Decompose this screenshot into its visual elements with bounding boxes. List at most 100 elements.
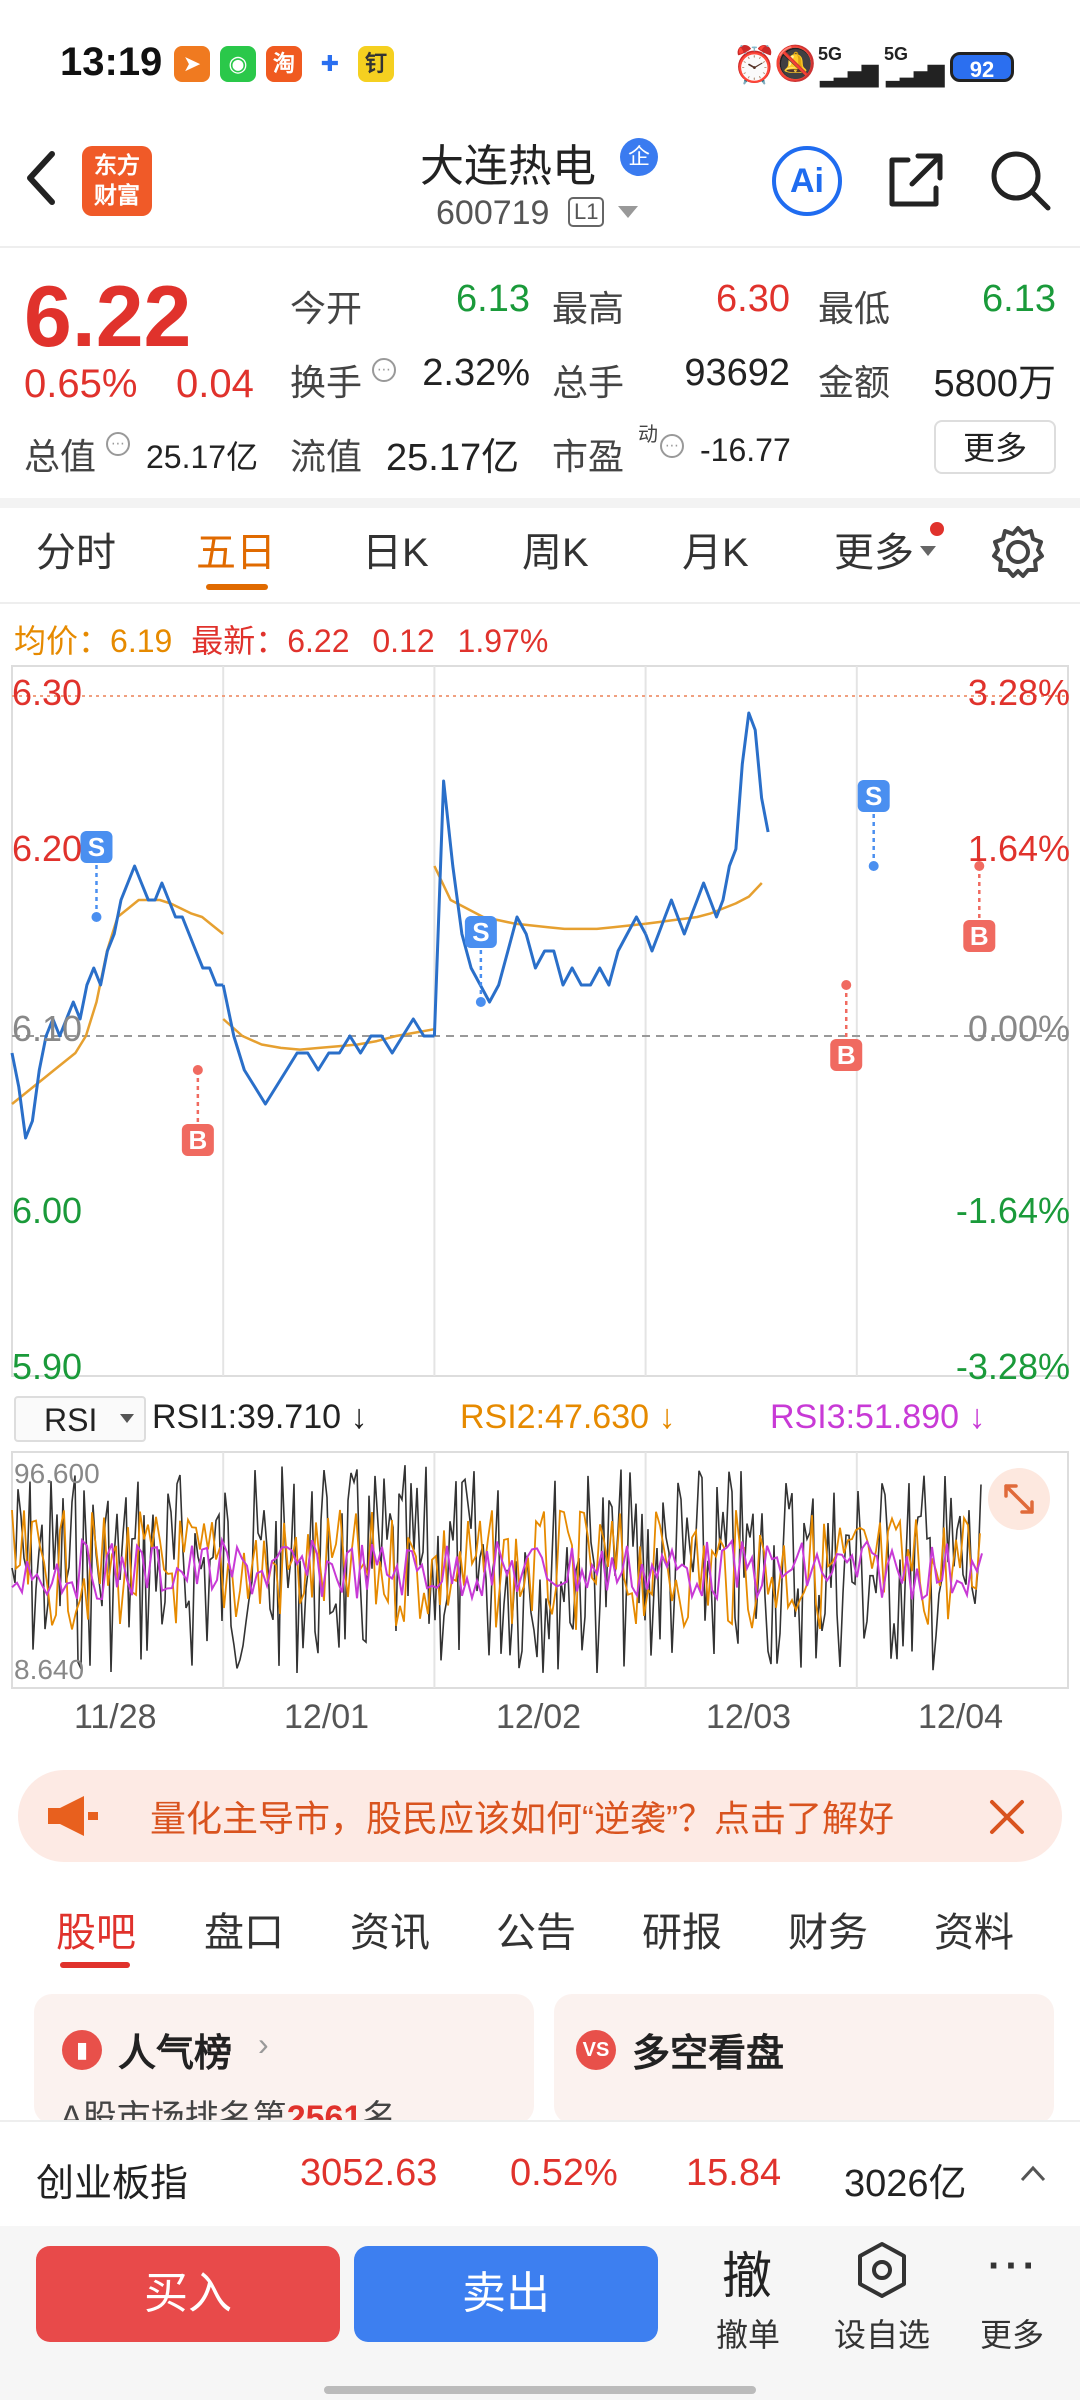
tab-profile[interactable]: 资料 — [934, 1911, 1014, 1955]
tab-daily-k[interactable]: 日K — [362, 531, 429, 575]
signal-icon: ▂▃▅▇ — [886, 62, 945, 87]
ai-button[interactable]: Ai — [772, 146, 842, 216]
card-title: 多空看盘 — [632, 2033, 785, 2075]
low-value: 6.13 — [982, 278, 1056, 320]
latest-change-pct: 1.97% — [457, 623, 549, 659]
divider — [0, 602, 1080, 604]
tab-announcements[interactable]: 公告 — [496, 1911, 576, 1955]
telecom-icon: ✚ — [312, 46, 348, 82]
avg-label: 均价： — [14, 623, 111, 659]
amount-label: 金额 — [818, 362, 891, 403]
trade-marker-label: S — [865, 781, 882, 811]
trade-marker-dot — [841, 980, 852, 990]
withdraw-icon[interactable]: 撤 — [722, 2248, 772, 2304]
tab-weekly-k[interactable]: 周K — [522, 531, 589, 575]
expand-icon — [1004, 1484, 1034, 1514]
trade-marker — [857, 780, 890, 812]
withdraw-button[interactable]: 撤单 — [715, 2317, 780, 2353]
bull-bear-card[interactable]: VS 多空看盘 — [554, 1994, 1054, 2124]
add-watchlist-button[interactable]: 设自选 — [833, 2317, 930, 2353]
add-watchlist-icon[interactable] — [854, 2240, 910, 2300]
trade-marker-label: B — [837, 1040, 856, 1070]
x-label: 12/01 — [284, 1698, 370, 1736]
high-value: 6.30 — [716, 278, 790, 320]
tab-guba[interactable]: 股吧 — [56, 1911, 136, 1955]
turnover-label: 换手 — [290, 362, 363, 403]
quote-more-button[interactable]: 更多 — [934, 420, 1056, 474]
low-label: 最低 — [818, 288, 891, 329]
index-change: 15.84 — [686, 2152, 782, 2194]
wechat-icon: ◉ — [220, 46, 256, 82]
index-bar[interactable] — [0, 2120, 1080, 2228]
chevron-down-icon[interactable] — [618, 206, 638, 218]
trade-marker-dot — [91, 912, 102, 922]
popularity-card[interactable]: ▮ 人气榜 › A股市场排名第2561名 — [34, 1994, 534, 2137]
home-indicator[interactable] — [324, 2386, 756, 2394]
index-value: 3052.63 — [300, 2152, 438, 2194]
gear-icon[interactable] — [990, 524, 1046, 580]
high-label: 最高 — [552, 288, 625, 329]
chevron-up-icon[interactable] — [1018, 2162, 1048, 2184]
latest-value: 6.22 — [287, 623, 350, 659]
search-icon[interactable] — [988, 148, 1054, 214]
rsi-bottom-label: 8.640 — [14, 1654, 85, 1685]
avg-price-line — [11, 898, 224, 1105]
buy-button[interactable]: 买入 — [36, 2246, 340, 2342]
tab-finance[interactable]: 财务 — [788, 1911, 868, 1955]
tab-pankou[interactable]: 盘口 — [204, 1911, 284, 1955]
chevron-right-icon: › — [258, 2026, 269, 2062]
promo-banner[interactable] — [18, 1770, 1062, 1862]
close-icon[interactable] — [986, 1796, 1028, 1838]
price-line — [644, 711, 770, 953]
x-label: 12/02 — [496, 1698, 582, 1736]
rsi-chart[interactable] — [0, 1450, 1080, 1690]
trade-marker-label: S — [472, 917, 489, 947]
amount-value: 5800万 — [933, 363, 1056, 405]
tab-monthly-k[interactable]: 月K — [682, 531, 749, 575]
tab-more[interactable]: 更多 — [834, 531, 914, 575]
price-line — [432, 779, 647, 1037]
trade-marker-label: B — [970, 921, 989, 951]
rsi1-value: RSI1:39.710 ↓ — [152, 1398, 368, 1436]
total-mv-value: 25.17亿 — [146, 439, 259, 475]
current-price: 6.22 — [24, 269, 192, 365]
vs-icon: VS — [576, 2030, 616, 2070]
info-icon[interactable]: ⋯ — [372, 358, 396, 382]
tab-intraday[interactable]: 分时 — [36, 531, 116, 575]
info-icon[interactable]: ⋯ — [106, 432, 130, 456]
tab-research[interactable]: 研报 — [642, 1911, 722, 1955]
y-right-label: 0.00% — [967, 1008, 1070, 1049]
megaphone-icon — [48, 1796, 98, 1836]
avg-price-line — [433, 865, 646, 931]
price-chart[interactable]: S B S S B B — [0, 660, 1080, 1390]
trade-marker-dot — [974, 861, 985, 871]
sell-button[interactable]: 卖出 — [354, 2246, 658, 2342]
more-button[interactable]: 更多 — [979, 2317, 1044, 2353]
status-bar: 13:19 ➤ ◉ 淘 ✚ 钉 ⏰ 🔕 5G ▂▃▅▇ 5G ▂▃▅▇ 92 — [0, 0, 1080, 130]
pe-label: 市盈 — [552, 436, 625, 477]
rsi-top-label: 96.600 — [14, 1458, 100, 1489]
x-label: 12/04 — [918, 1698, 1004, 1736]
info-icon[interactable]: ⋯ — [660, 434, 684, 458]
trade-marker — [963, 920, 996, 952]
price-line — [10, 864, 224, 1140]
chevron-down-icon[interactable] — [920, 546, 936, 556]
back-arrow-icon[interactable] — [22, 148, 62, 208]
stock-code: 600719 — [436, 194, 550, 232]
banner-text[interactable]: 量化主导市，股民应该如何“逆袭”？点击了解好 — [150, 1798, 894, 1839]
level-badge[interactable]: L1 — [568, 197, 605, 227]
x-label: 12/03 — [706, 1698, 792, 1736]
chevron-down-icon[interactable] — [120, 1414, 134, 1423]
trade-marker — [464, 916, 497, 948]
y-label: 6.30 — [12, 672, 83, 713]
trade-marker-label: S — [88, 832, 105, 862]
price-line — [221, 984, 435, 1106]
share-icon[interactable] — [882, 148, 948, 214]
tab-five-day[interactable]: 五日 — [196, 531, 276, 575]
index-pct: 0.52% — [510, 2152, 618, 2194]
volume-label: 总手 — [552, 362, 625, 403]
chart-bar-icon: ▮ — [62, 2030, 102, 2070]
tab-news[interactable]: 资讯 — [350, 1911, 430, 1955]
expand-button[interactable] — [988, 1468, 1050, 1530]
more-icon[interactable]: ··· — [988, 2244, 1040, 2288]
